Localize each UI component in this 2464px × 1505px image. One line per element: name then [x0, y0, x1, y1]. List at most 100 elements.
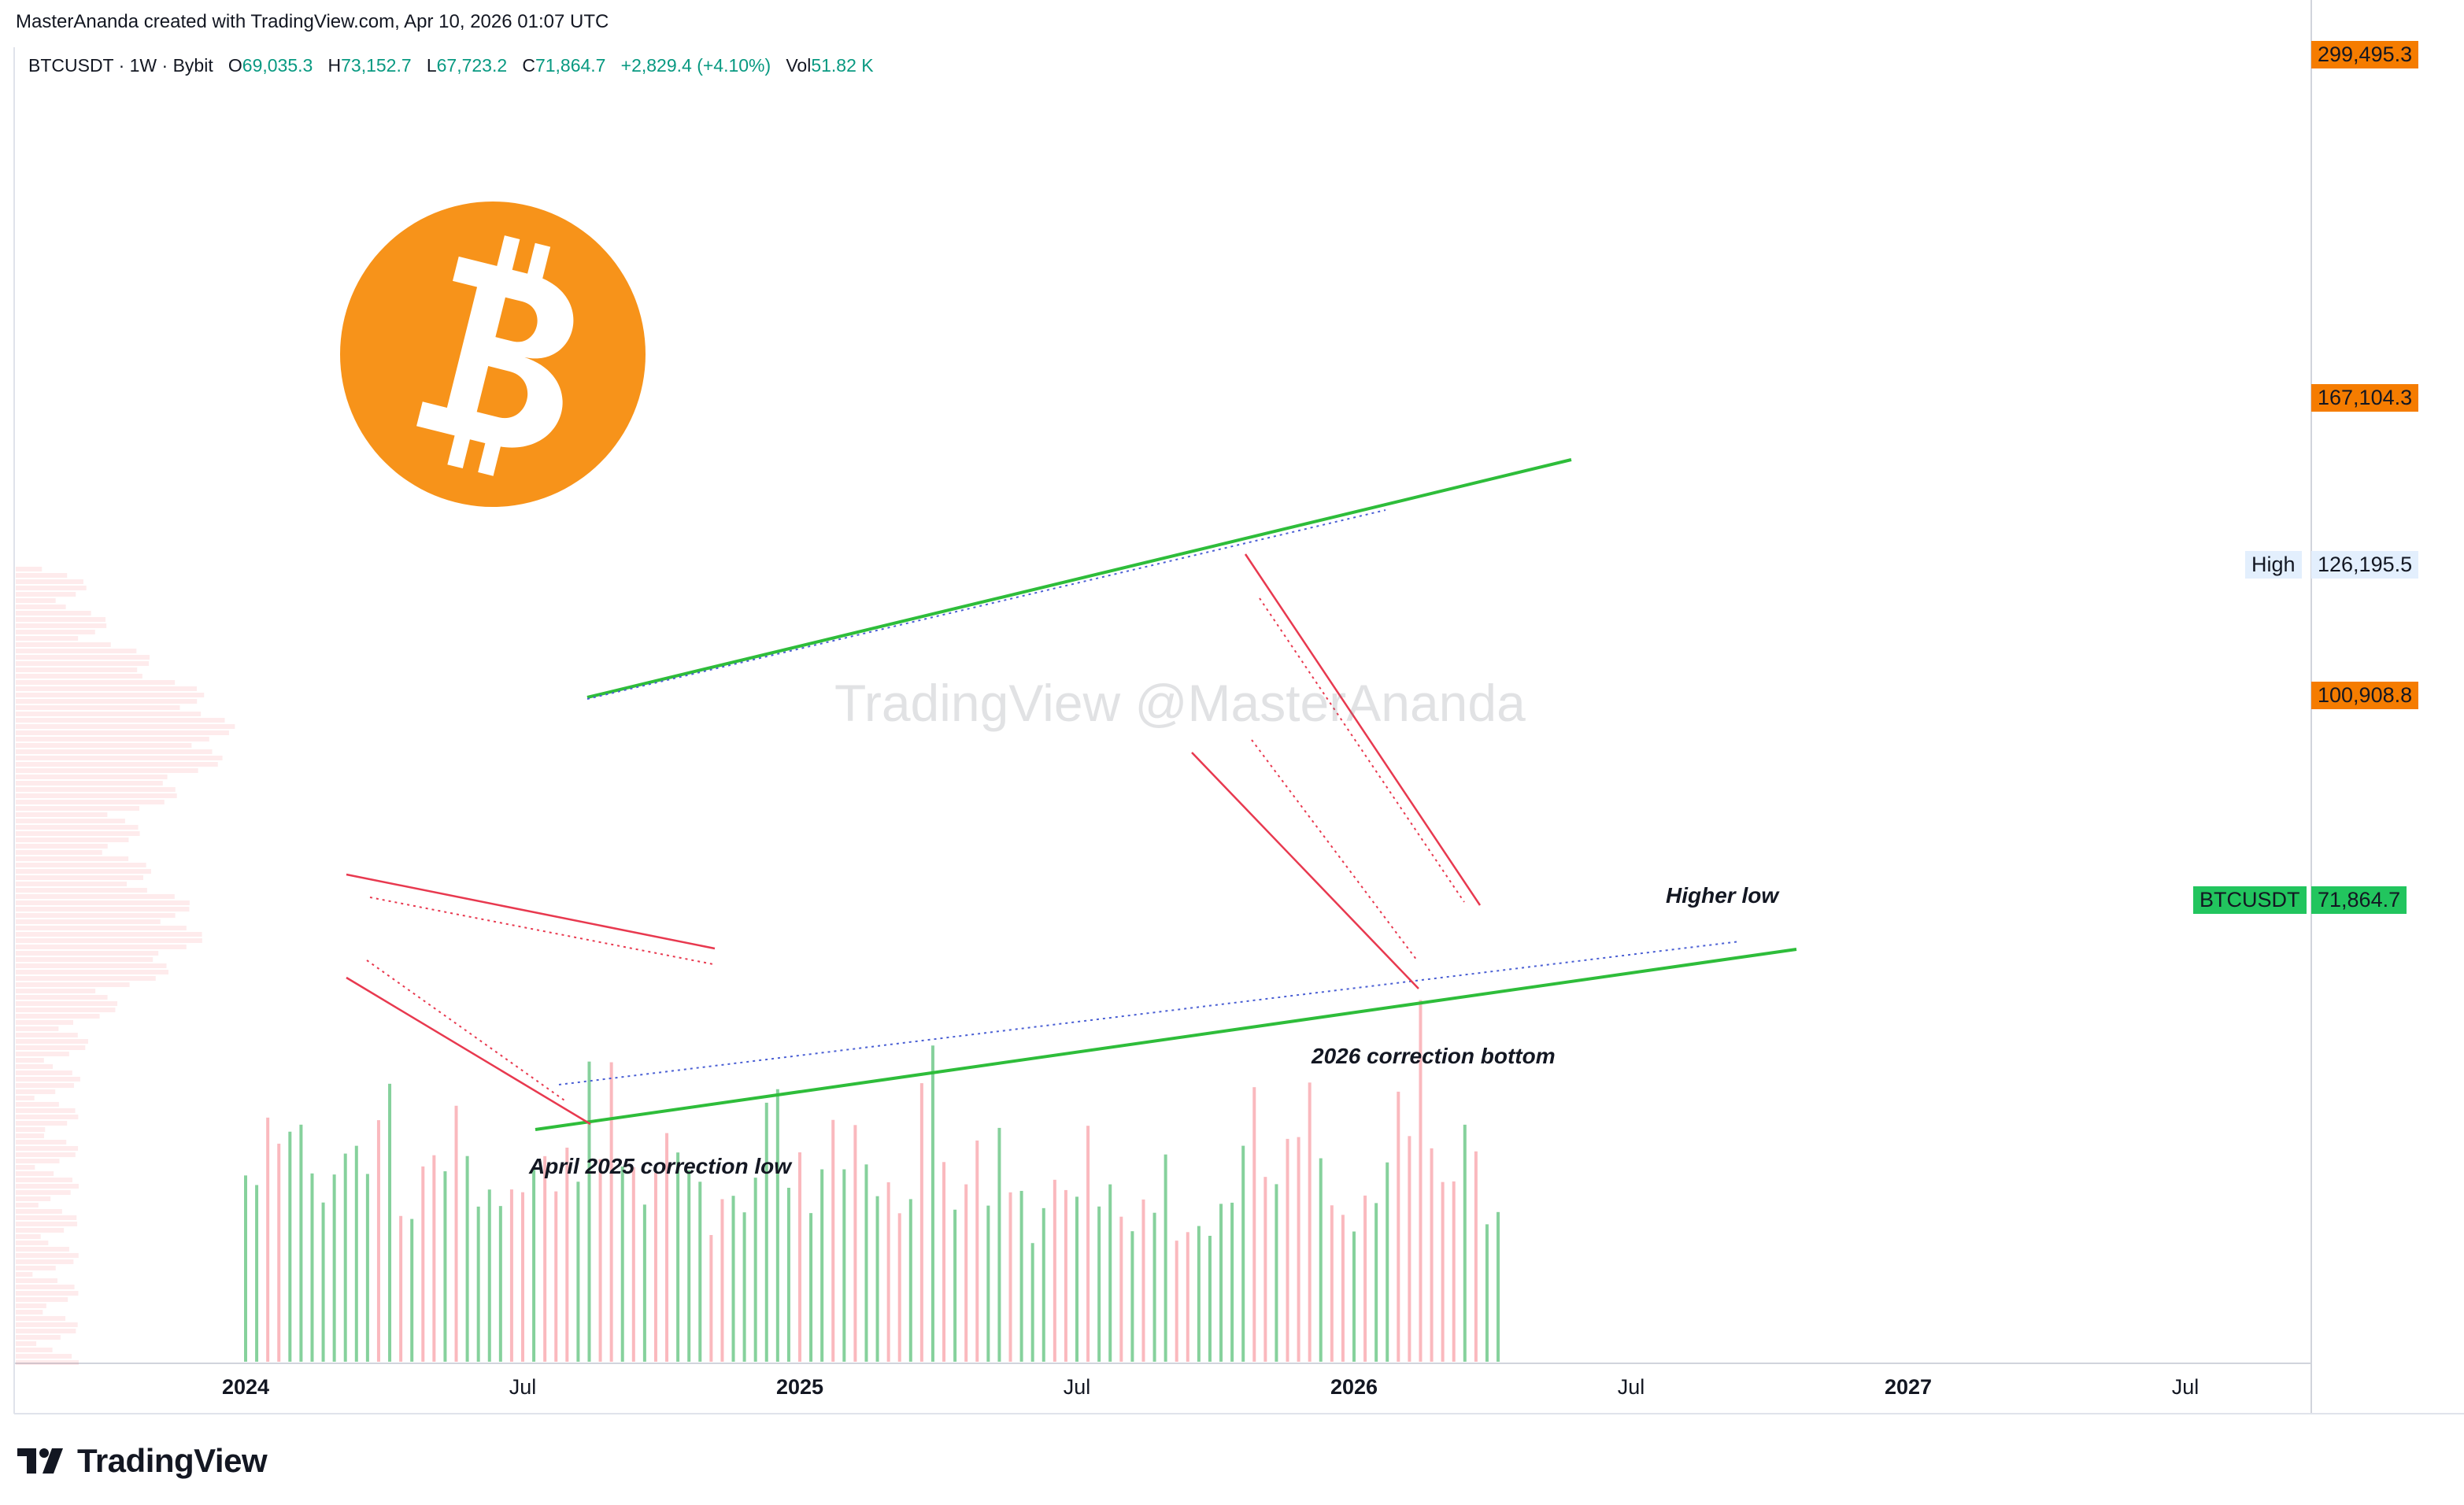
volume-profile-bar	[16, 856, 129, 861]
volume-profile-bar	[16, 1348, 53, 1352]
volume-profile-bar	[16, 1184, 79, 1189]
volume-profile-bar	[16, 743, 192, 748]
volume-bar	[1263, 1177, 1267, 1362]
volume-bar	[399, 1215, 403, 1362]
volume-profile-bar	[16, 586, 87, 590]
volume-profile-bar	[16, 1058, 44, 1063]
volume-bar	[908, 1199, 912, 1362]
volume-profile-bar	[16, 1190, 71, 1195]
volume-profile-bar	[16, 1303, 46, 1308]
falling-channel-bottom	[1191, 752, 1419, 989]
volume-bar	[665, 1133, 669, 1362]
low-label: L	[426, 55, 437, 76]
volume-profile-bar	[16, 712, 202, 716]
volume-profile-bar	[16, 850, 102, 855]
volume-bar	[698, 1181, 702, 1362]
volume-profile-bar	[16, 907, 190, 912]
volume-profile-bar	[16, 1159, 60, 1163]
time-tick-label: Jul	[1618, 1375, 1645, 1399]
volume-bar	[1286, 1138, 1289, 1362]
volume-bar	[953, 1209, 957, 1362]
volume-bar	[299, 1124, 303, 1362]
volume-bar	[986, 1205, 990, 1362]
volume-profile-bar	[16, 1020, 73, 1025]
volume-bar	[1030, 1243, 1034, 1362]
open-label: O	[228, 55, 242, 76]
volume-bar	[1097, 1206, 1101, 1362]
volume-profile-bar	[16, 749, 213, 754]
volume-bar	[565, 1148, 569, 1362]
volume-profile-bar	[16, 1140, 67, 1144]
volume-bar	[1075, 1196, 1078, 1362]
volume-bar	[1219, 1204, 1223, 1362]
volume-profile-bar	[16, 1222, 78, 1226]
volume-profile-bar	[16, 579, 83, 584]
volume-profile-bar	[16, 781, 163, 786]
volume-profile-bar	[16, 630, 95, 634]
volume-profile-bar	[16, 932, 202, 937]
volume-bar	[842, 1169, 846, 1362]
time-tick-label: Jul	[509, 1375, 537, 1399]
annotation-2026-bottom: 2026 correction bottom	[1312, 1044, 1556, 1068]
volume-profile-bar	[16, 1259, 74, 1264]
volume-bar	[1485, 1224, 1489, 1362]
volume-bar	[1275, 1184, 1278, 1362]
volume-bar	[1230, 1202, 1234, 1362]
volume-bar	[687, 1170, 691, 1362]
volume-bar	[897, 1213, 901, 1362]
volume-bar	[798, 1152, 801, 1362]
volume-profile-bar	[16, 945, 187, 949]
volume-value: 51.82 K	[811, 55, 874, 76]
volume-profile-bar	[16, 1077, 80, 1082]
volume-profile-bar	[16, 1171, 54, 1176]
volume-profile-bar	[16, 1146, 79, 1151]
symbol-legend[interactable]: BTCUSDT · 1W · Bybit O69,035.3 H73,152.7…	[28, 55, 874, 76]
volume-profile-bar	[16, 1127, 46, 1132]
volume-bar	[709, 1235, 713, 1362]
volume-bar	[1086, 1126, 1090, 1362]
volume-profile-bar	[16, 686, 197, 691]
volume-profile-bar	[16, 869, 151, 874]
volume-profile-bar	[16, 1033, 78, 1037]
volume-bar	[498, 1206, 502, 1362]
volume-profile-bar	[16, 1316, 66, 1321]
volume-bar	[521, 1192, 524, 1362]
wedge-top-line	[346, 873, 716, 950]
volume-profile-bar	[16, 1209, 62, 1214]
volume-bar	[1064, 1189, 1067, 1362]
volume-bar	[1497, 1211, 1500, 1362]
volume-bar	[1408, 1136, 1411, 1362]
volume-profile-bar	[16, 1360, 79, 1365]
volume-profile-bar	[16, 1341, 37, 1346]
volume-profile-bar	[16, 1096, 35, 1100]
volume-bar	[1397, 1091, 1400, 1362]
volume-profile-bar	[16, 894, 175, 899]
volume-label: Vol	[786, 55, 812, 76]
volume-profile-bar	[16, 1215, 77, 1220]
volume-profile-bar	[16, 623, 107, 628]
time-axis[interactable]: 2024 Jul 2025 Jul 2026 Jul 2027 Jul	[222, 1375, 2199, 1399]
volume-profile-bar	[16, 806, 140, 811]
volume-profile-bar	[16, 976, 156, 981]
volume-profile-bar	[16, 938, 202, 943]
volume-bar	[321, 1202, 325, 1362]
volume-bar	[543, 1156, 547, 1362]
time-tick-label: Jul	[1064, 1375, 1091, 1399]
volume-bar	[731, 1196, 735, 1362]
volume-bar	[443, 1171, 447, 1362]
current-price-tag: 71,864.7	[2311, 886, 2407, 914]
volume-profile-bar	[16, 1071, 72, 1075]
wedge-mid-line	[369, 897, 714, 965]
volume-profile-bar	[16, 819, 125, 823]
volume-bar	[1053, 1179, 1056, 1362]
symbol-name[interactable]: BTCUSDT · 1W · Bybit	[28, 55, 213, 76]
annotation-april-low: April 2025 correction low	[529, 1154, 791, 1178]
volume-profile-bar	[16, 957, 154, 962]
fib-1618-tag: 167,104.3	[2311, 384, 2419, 412]
annotation-higher-low: Higher low	[1666, 883, 1779, 908]
volume-profile-bar	[16, 1241, 49, 1245]
wedge-bottom-line	[346, 976, 591, 1126]
tradingview-footer[interactable]: TradingView	[17, 1442, 268, 1480]
volume-bar	[1108, 1184, 1112, 1362]
